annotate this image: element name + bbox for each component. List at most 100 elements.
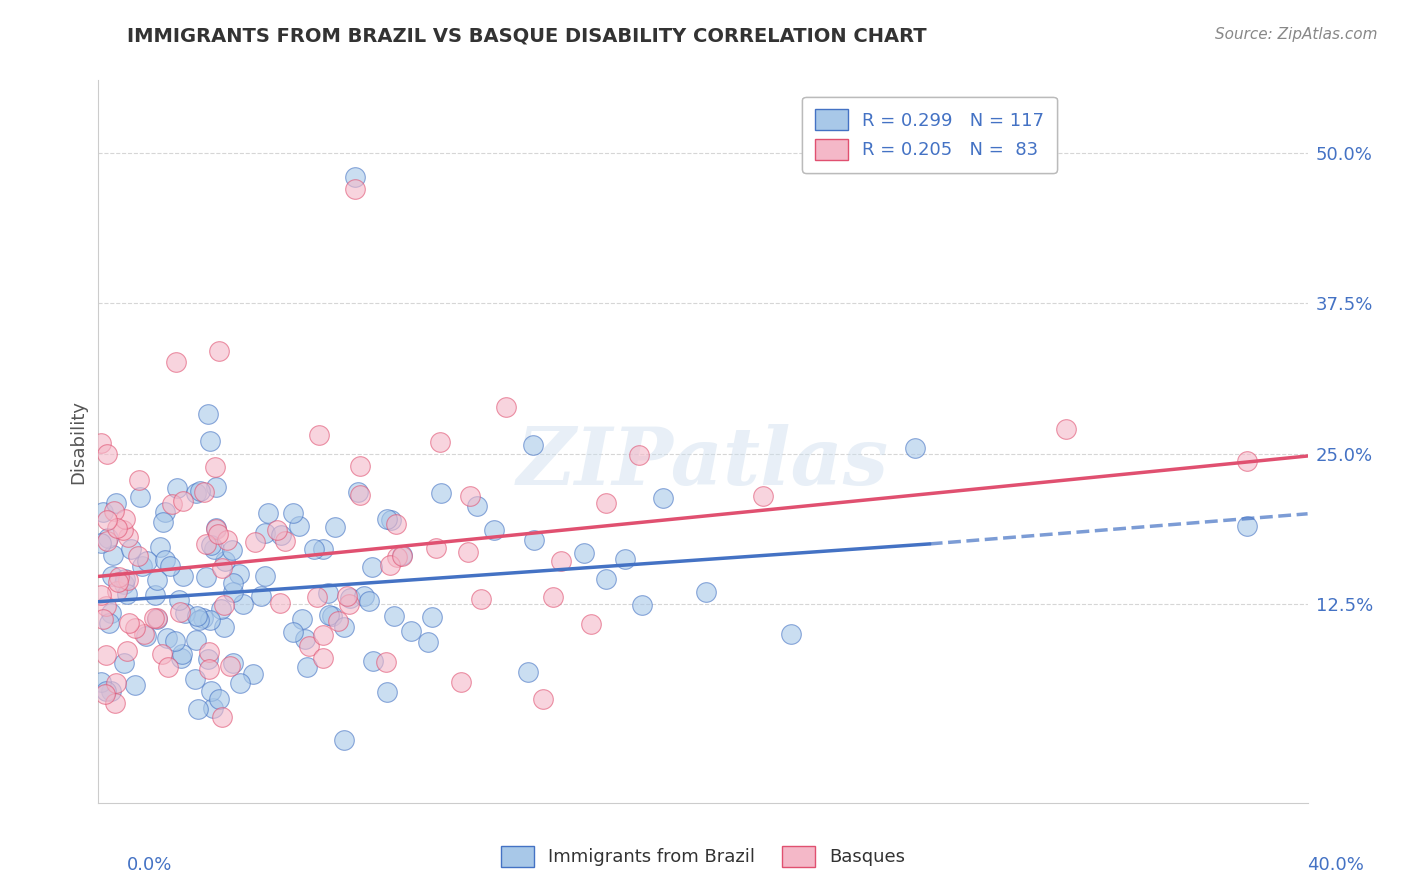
Point [193,484,215,499]
Point [150,647,173,661]
Point [595,495,617,509]
Point [112,577,135,591]
Point [104,676,127,690]
Point [104,496,127,510]
Point [111,524,134,538]
Point [211,710,233,724]
Point [91,611,114,625]
Point [163,633,186,648]
Point [169,605,191,619]
Point [572,546,595,560]
Point [484,523,506,537]
Point [124,621,146,635]
Point [550,554,572,568]
Point [101,568,124,582]
Point [211,561,233,575]
Point [94,599,117,614]
Point [101,548,124,562]
Point [495,400,517,414]
Point [187,702,209,716]
Point [581,617,603,632]
Point [94,684,117,698]
Point [269,596,291,610]
Point [221,585,243,599]
Point [382,609,405,624]
Point [191,610,214,624]
Point [166,481,188,495]
Point [131,559,153,574]
Point [332,619,354,633]
Point [195,570,218,584]
Point [96,447,118,461]
Point [517,665,540,679]
Point [323,519,346,533]
Point [127,549,149,564]
Point [112,656,135,670]
Point [339,591,361,606]
Text: Source: ZipAtlas.com: Source: ZipAtlas.com [1215,27,1378,42]
Point [391,549,413,563]
Point [115,643,138,657]
Point [117,530,139,544]
Point [114,572,136,586]
Point [172,647,194,661]
Point [628,448,651,462]
Point [291,611,314,625]
Text: 40.0%: 40.0% [1308,856,1364,874]
Point [531,691,554,706]
Point [457,545,479,559]
Point [298,639,321,653]
Point [135,629,157,643]
Point [522,438,544,452]
Point [465,499,488,513]
Point [418,635,440,649]
Point [344,169,367,184]
Point [160,497,183,511]
Point [198,662,221,676]
Point [274,534,297,549]
Point [333,732,356,747]
Point [360,560,382,574]
Point [250,590,273,604]
Point [377,511,399,525]
Point [200,538,222,552]
Point [159,558,181,573]
Point [90,436,112,450]
Point [380,513,402,527]
Point [349,458,371,473]
Point [146,612,169,626]
Point [270,527,292,541]
Point [294,632,316,646]
Point [105,583,128,598]
Point [281,506,304,520]
Point [429,434,451,449]
Point [344,182,367,196]
Point [209,601,232,615]
Point [146,573,169,587]
Point [595,572,617,586]
Point [200,434,222,448]
Point [208,692,231,706]
Point [391,549,413,563]
Point [357,594,380,608]
Point [422,610,444,624]
Text: 0.0%: 0.0% [127,856,172,874]
Point [94,687,117,701]
Legend: R = 0.299   N = 117, R = 0.205   N =  83: R = 0.299 N = 117, R = 0.205 N = 83 [803,96,1057,172]
Point [202,541,225,556]
Point [222,576,245,591]
Point [205,522,228,536]
Point [228,566,250,581]
Point [156,631,179,645]
Point [103,696,125,710]
Point [312,651,335,665]
Point [200,683,222,698]
Point [91,504,114,518]
Point [205,521,228,535]
Point [188,483,211,498]
Point [143,588,166,602]
Point [353,590,375,604]
Point [149,541,172,555]
Point [1236,519,1258,533]
Point [316,585,339,599]
